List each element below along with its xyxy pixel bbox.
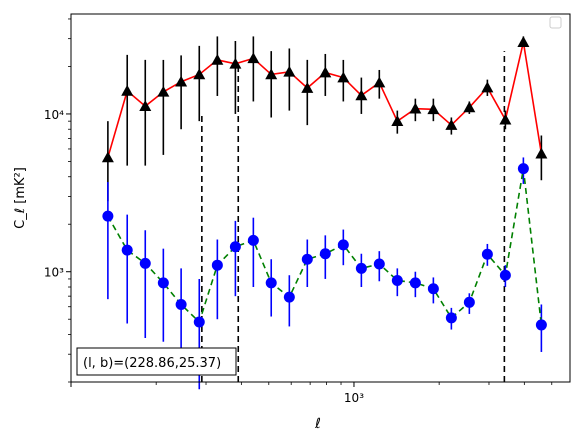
data-point (194, 317, 205, 328)
data-point (248, 235, 259, 246)
y-tick-label: 10⁴ (44, 108, 64, 122)
legend-box (550, 17, 561, 28)
data-point (266, 277, 277, 288)
data-point (356, 263, 367, 274)
data-point (464, 297, 475, 308)
data-point (122, 245, 133, 256)
data-point (284, 292, 295, 303)
data-point (410, 277, 421, 288)
data-point (392, 275, 403, 286)
x-axis-label: ℓ (314, 416, 321, 432)
data-point (158, 277, 169, 288)
data-point (212, 260, 223, 271)
data-point (176, 299, 187, 310)
x-tick-label: 10³ (344, 391, 364, 405)
y-axis-label: C_ℓ [mK²] (13, 167, 28, 229)
y-tick-label: 10³ (44, 266, 64, 280)
data-point (302, 254, 313, 265)
data-point (446, 312, 457, 323)
data-point (102, 211, 113, 222)
data-point (374, 258, 385, 269)
data-point (500, 270, 511, 281)
data-point (140, 258, 151, 269)
data-point (230, 241, 241, 252)
data-point (320, 248, 331, 259)
data-point (518, 163, 529, 174)
data-point (428, 283, 439, 294)
annotation-box: (l, b)=(228.86,25.37) (77, 348, 236, 375)
annotation-text: (l, b)=(228.86,25.37) (83, 356, 221, 371)
data-point (536, 319, 547, 330)
data-point (482, 249, 493, 260)
data-point (338, 239, 349, 250)
